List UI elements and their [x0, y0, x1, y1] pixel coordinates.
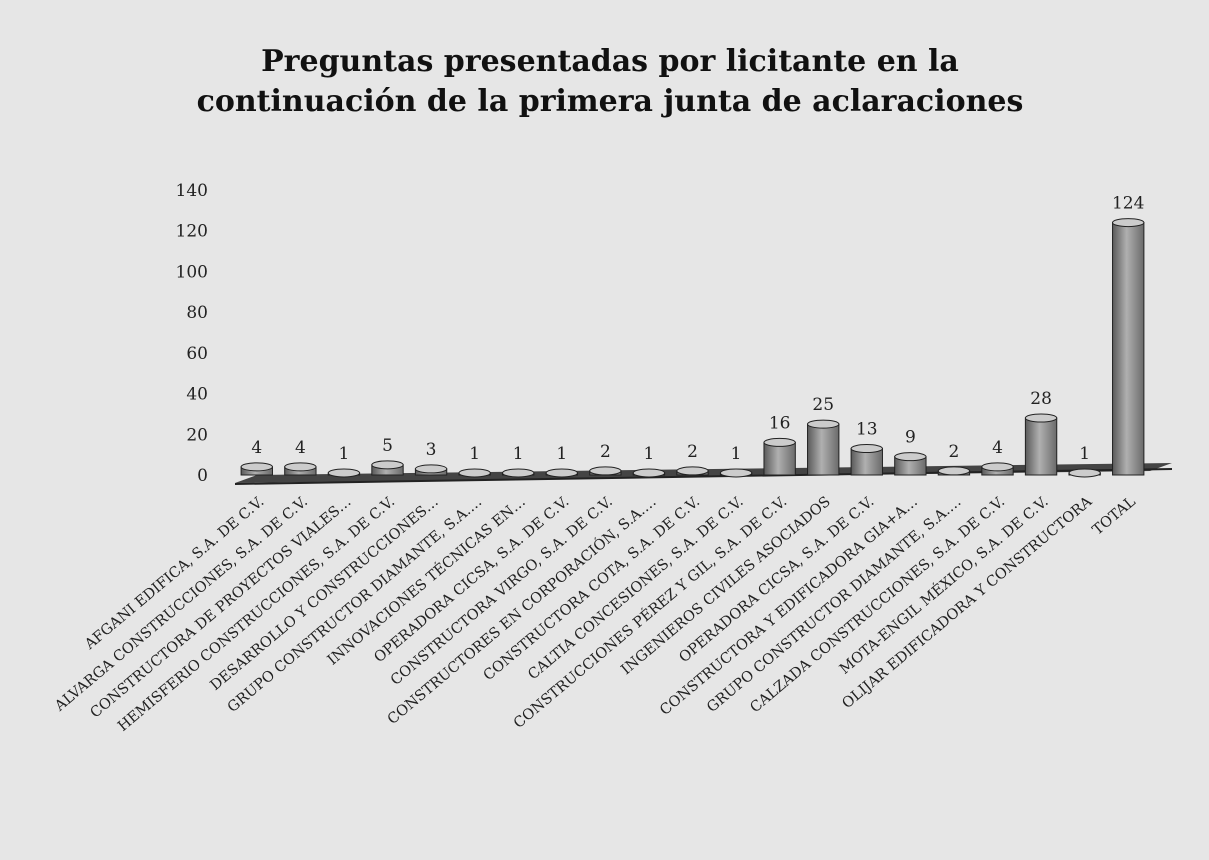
bar	[327, 468, 361, 478]
bar-cap	[763, 437, 796, 447]
bar	[807, 419, 840, 476]
x-axis	[234, 468, 1173, 485]
data-label: 16	[769, 413, 791, 433]
data-label: 4	[251, 438, 262, 458]
y-tick-label: 140	[176, 181, 208, 201]
data-label: 1	[513, 444, 524, 464]
bar	[502, 468, 535, 478]
bar	[1024, 413, 1058, 476]
bar-cap	[850, 444, 883, 454]
bar-cap	[632, 468, 666, 478]
y-tick-label: 20	[186, 425, 208, 445]
x-tick-label: TOTAL	[1090, 494, 1139, 539]
bar	[284, 462, 317, 476]
data-label: 1	[644, 444, 655, 464]
y-tick-label: 100	[176, 262, 208, 282]
data-label: 1	[339, 444, 350, 464]
bar	[545, 468, 578, 478]
data-label: 124	[1112, 194, 1144, 214]
bar-cap	[981, 462, 1014, 472]
bar-cap	[676, 466, 709, 476]
data-label: 1	[1079, 444, 1090, 464]
bar	[719, 468, 753, 478]
bar	[894, 452, 927, 476]
bar	[850, 444, 883, 476]
bar-cap	[240, 462, 273, 472]
bar-cap	[327, 468, 361, 478]
y-tick-label: 120	[176, 222, 208, 242]
data-label: 2	[600, 442, 611, 462]
bar	[414, 464, 448, 476]
bar	[981, 462, 1014, 476]
data-label: 1	[469, 444, 480, 464]
bar-cap	[937, 466, 971, 476]
bar	[763, 437, 796, 476]
bar-cap	[1024, 413, 1058, 423]
bar	[458, 468, 491, 478]
bar	[632, 468, 666, 478]
bar-cap	[502, 468, 535, 478]
y-tick-label: 60	[186, 344, 208, 364]
data-label: 1	[556, 444, 567, 464]
bar-cap	[414, 464, 448, 474]
bar	[937, 466, 971, 476]
data-label: 4	[295, 438, 306, 458]
bar-cap	[458, 468, 491, 478]
data-label: 4	[992, 438, 1003, 458]
chart-title: Preguntas presentadas por licitante en l…	[196, 44, 1024, 119]
bar	[676, 466, 709, 476]
y-tick-label: 0	[197, 466, 208, 486]
data-label: 28	[1030, 389, 1052, 409]
bar-body	[1112, 222, 1145, 476]
bar	[371, 460, 404, 476]
data-label: 9	[905, 428, 916, 448]
bar-body	[807, 423, 840, 476]
bar-cap	[1112, 218, 1145, 228]
bar-cap	[807, 419, 840, 429]
bar-body	[763, 441, 796, 476]
bar	[589, 466, 622, 476]
data-label: 13	[856, 420, 878, 440]
y-tick-label: 40	[186, 385, 208, 405]
y-tick-label: 80	[186, 303, 208, 323]
data-label: 5	[382, 436, 393, 456]
bar-cap	[284, 462, 317, 472]
bar-cap	[719, 468, 753, 478]
bar-cap	[589, 466, 622, 476]
data-label: 25	[812, 395, 834, 415]
bar-body	[1024, 417, 1058, 476]
bar	[1068, 468, 1101, 478]
bar	[240, 462, 273, 476]
bar-cap	[894, 452, 927, 462]
data-label: 1	[731, 444, 742, 464]
data-label: 2	[949, 442, 960, 462]
bar	[1112, 218, 1145, 476]
bar-cap	[1068, 468, 1101, 478]
bar-cap	[371, 460, 404, 470]
data-label: 3	[426, 440, 437, 460]
data-label: 2	[687, 442, 698, 462]
bar-cap	[545, 468, 578, 478]
